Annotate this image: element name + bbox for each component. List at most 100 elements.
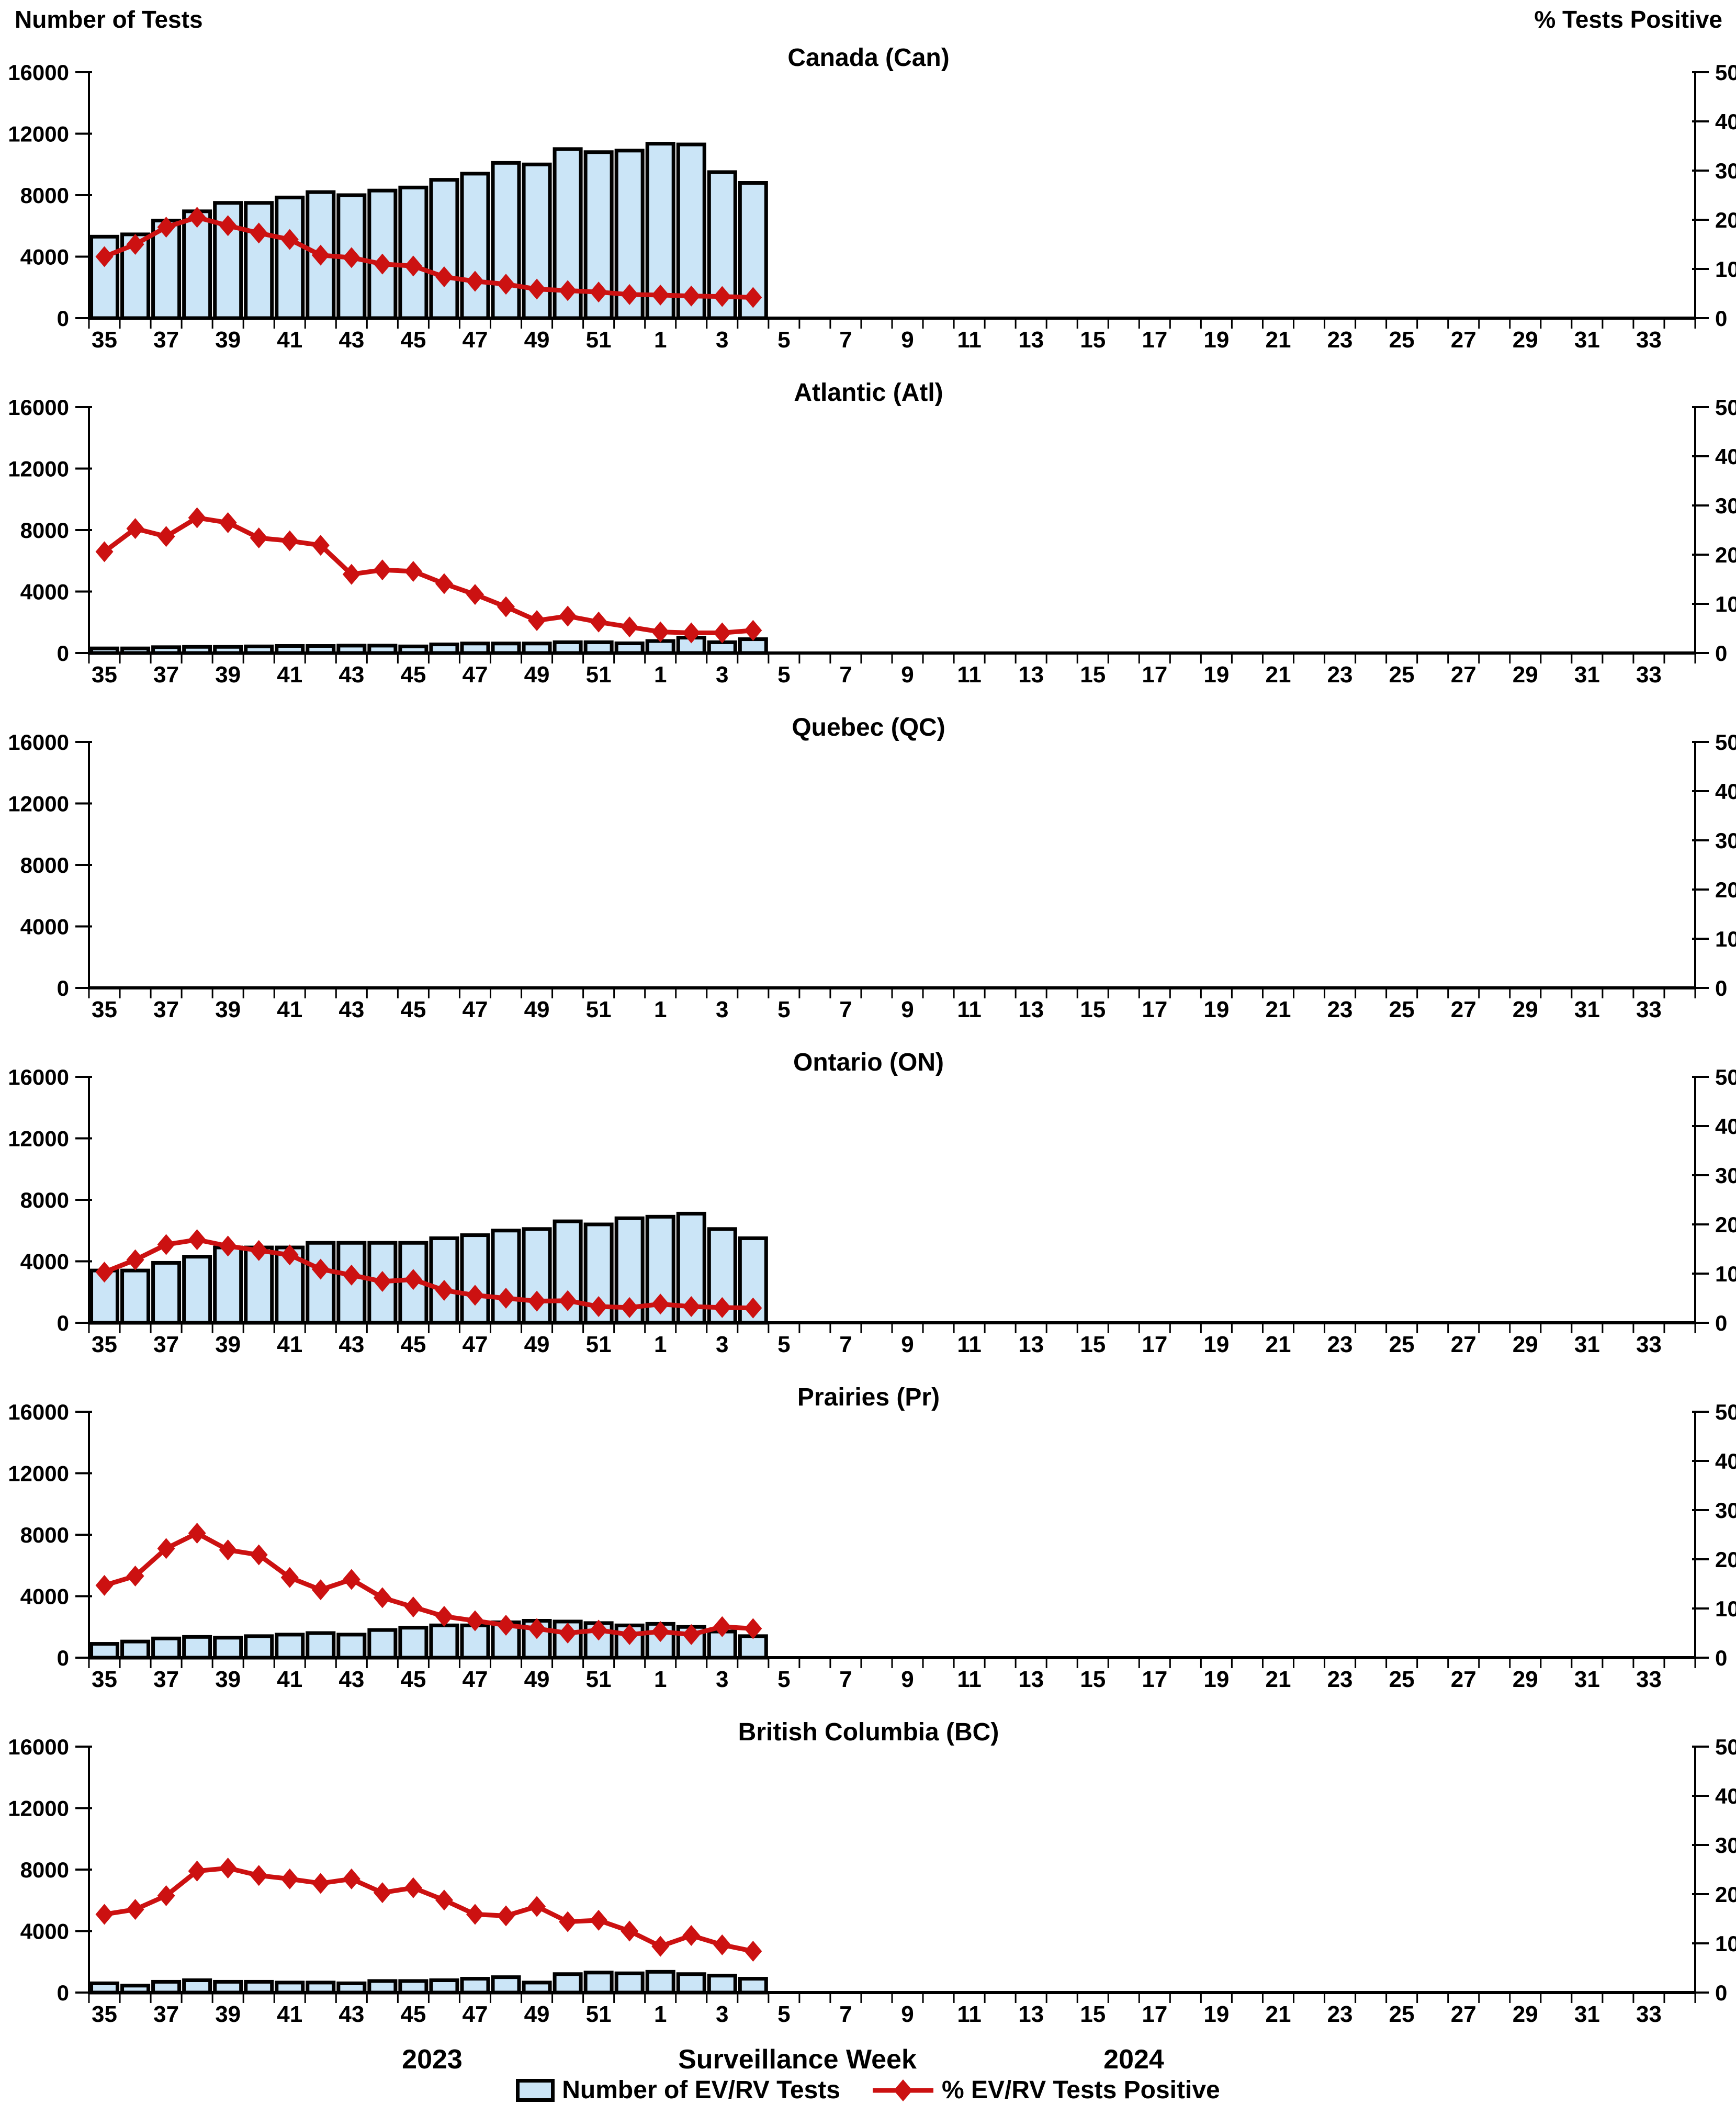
left-tick-label: 8000 bbox=[20, 1858, 69, 1882]
tests-bar-week-51 bbox=[583, 640, 614, 655]
right-tick-label: 40 bbox=[1715, 1449, 1736, 1473]
pct-positive-marker-week-42 bbox=[311, 244, 330, 266]
panel-quebec-qc: Quebec (QC) 0 4000 8000 12000 16000 0 10 20 30 40 5… bbox=[8, 714, 1736, 1022]
week-label: 19 bbox=[1203, 2001, 1229, 2027]
pct-positive-marker-week-52 bbox=[621, 616, 639, 638]
panel-title: British Columbia (BC) bbox=[738, 1718, 999, 1746]
left-tick-label: 4000 bbox=[20, 1250, 69, 1274]
week-label: 5 bbox=[777, 1667, 790, 1692]
week-label: 9 bbox=[901, 327, 914, 353]
pct-positive-marker-week-47 bbox=[466, 1904, 484, 1925]
week-label: 21 bbox=[1266, 327, 1291, 353]
week-label: 9 bbox=[901, 1332, 914, 1357]
pct-positive-line bbox=[103, 1237, 753, 1311]
right-tick-label: 50 bbox=[1715, 60, 1736, 85]
right-tick-label: 30 bbox=[1715, 159, 1736, 183]
pct-positive-marker-week-39 bbox=[219, 512, 237, 533]
week-label: 21 bbox=[1266, 997, 1291, 1022]
week-label: 3 bbox=[716, 1332, 728, 1357]
pct-positive-marker-week-44 bbox=[373, 1587, 391, 1608]
week-label: 27 bbox=[1451, 997, 1476, 1022]
week-label: 5 bbox=[777, 997, 790, 1022]
right-tick-label: 0 bbox=[1715, 1981, 1727, 2005]
pct-positive-marker-week-41 bbox=[280, 229, 299, 250]
pct-positive-marker-week-35 bbox=[95, 1904, 114, 1925]
week-label: 7 bbox=[839, 1332, 852, 1357]
tests-bar-week-39 bbox=[213, 1979, 243, 1995]
tests-bar-week-3 bbox=[707, 1974, 737, 1995]
pct-positive-marker-week-38 bbox=[188, 1860, 206, 1882]
week-label: 21 bbox=[1266, 1667, 1291, 1692]
right-tick-label: 0 bbox=[1715, 306, 1727, 331]
pct-positive-marker-week-52 bbox=[621, 1297, 639, 1318]
right-tick-label: 50 bbox=[1715, 1400, 1736, 1424]
week-label: 9 bbox=[901, 2001, 914, 2027]
pct-positive-marker-week-44 bbox=[373, 1271, 391, 1292]
tests-bar-week-44 bbox=[367, 1628, 398, 1660]
week-label: 41 bbox=[277, 997, 302, 1022]
tests-bar-week-42 bbox=[306, 1241, 336, 1325]
week-label: 17 bbox=[1142, 1667, 1167, 1692]
pct-positive-marker-week-45 bbox=[404, 1877, 422, 1898]
right-tick-label: 40 bbox=[1715, 1784, 1736, 1808]
legend: Number of EV/RV Tests % EV/RV Tests Posi… bbox=[0, 2076, 1736, 2104]
right-tick-label: 50 bbox=[1715, 730, 1736, 755]
pct-positive-marker-week-2 bbox=[682, 1296, 701, 1317]
tests-bar-week-4 bbox=[738, 1634, 768, 1660]
tests-bar-week-47 bbox=[460, 1977, 490, 1995]
right-tick-label: 20 bbox=[1715, 208, 1736, 232]
left-tick-label: 8000 bbox=[20, 853, 69, 877]
week-label: 33 bbox=[1636, 1667, 1662, 1692]
panel-canada-can: Canada (Can) 0 4000 8000 12000 16000 0 10 20 30 40… bbox=[8, 44, 1736, 353]
week-label: 13 bbox=[1018, 327, 1044, 353]
pct-positive-marker-week-42 bbox=[311, 1258, 330, 1280]
week-label: 21 bbox=[1266, 1332, 1291, 1357]
pct-positive-marker-week-46 bbox=[435, 1889, 453, 1911]
left-tick-label: 0 bbox=[57, 1311, 69, 1335]
left-tick-label: 16000 bbox=[8, 395, 69, 420]
left-tick-label: 0 bbox=[57, 976, 69, 1000]
pct-positive-marker-week-41 bbox=[280, 1567, 299, 1588]
tests-bar-week-40 bbox=[244, 1634, 274, 1660]
tests-bar-week-37 bbox=[151, 1636, 182, 1660]
week-label: 11 bbox=[957, 997, 982, 1022]
left-axis-title: Number of Tests bbox=[15, 6, 203, 33]
tests-bar-week-38 bbox=[182, 209, 212, 320]
week-label: 45 bbox=[400, 327, 426, 353]
pct-positive-marker-week-51 bbox=[590, 1296, 608, 1317]
week-label: 41 bbox=[277, 1332, 302, 1357]
pct-positive-marker-week-42 bbox=[311, 1579, 330, 1601]
week-label: 1 bbox=[654, 997, 667, 1022]
pct-positive-marker-week-43 bbox=[342, 1264, 360, 1286]
week-label: 11 bbox=[957, 2001, 982, 2027]
tests-bar-week-36 bbox=[120, 1639, 151, 1660]
week-label: 49 bbox=[524, 662, 550, 688]
pct-positive-marker-week-50 bbox=[559, 605, 577, 627]
pct-positive-marker-week-49 bbox=[528, 1290, 546, 1312]
right-tick-label: 10 bbox=[1715, 1931, 1736, 1956]
week-label: 11 bbox=[957, 1667, 982, 1692]
panel-title: Quebec (QC) bbox=[792, 714, 945, 741]
pct-positive-marker-week-45 bbox=[404, 1596, 422, 1618]
week-label: 3 bbox=[716, 997, 728, 1022]
week-label: 35 bbox=[92, 2001, 117, 2027]
left-tick-label: 4000 bbox=[20, 1584, 69, 1609]
week-label: 45 bbox=[400, 1332, 426, 1357]
week-label: 51 bbox=[586, 2001, 612, 2027]
week-label: 37 bbox=[153, 2001, 179, 2027]
week-label: 43 bbox=[339, 1667, 364, 1692]
week-label: 49 bbox=[524, 1667, 550, 1692]
week-label: 1 bbox=[654, 327, 667, 353]
week-label: 7 bbox=[839, 1667, 852, 1692]
right-tick-label: 20 bbox=[1715, 1547, 1736, 1572]
left-tick-label: 0 bbox=[57, 1646, 69, 1670]
pct-positive-marker-week-37 bbox=[157, 1538, 175, 1559]
left-tick-label: 12000 bbox=[8, 122, 69, 147]
right-tick-label: 40 bbox=[1715, 444, 1736, 469]
week-label: 15 bbox=[1080, 662, 1106, 688]
pct-positive-marker-week-44 bbox=[373, 1882, 391, 1904]
week-label: 45 bbox=[400, 997, 426, 1022]
left-tick-label: 4000 bbox=[20, 1919, 69, 1944]
legend-line-marker-icon bbox=[872, 2079, 933, 2101]
